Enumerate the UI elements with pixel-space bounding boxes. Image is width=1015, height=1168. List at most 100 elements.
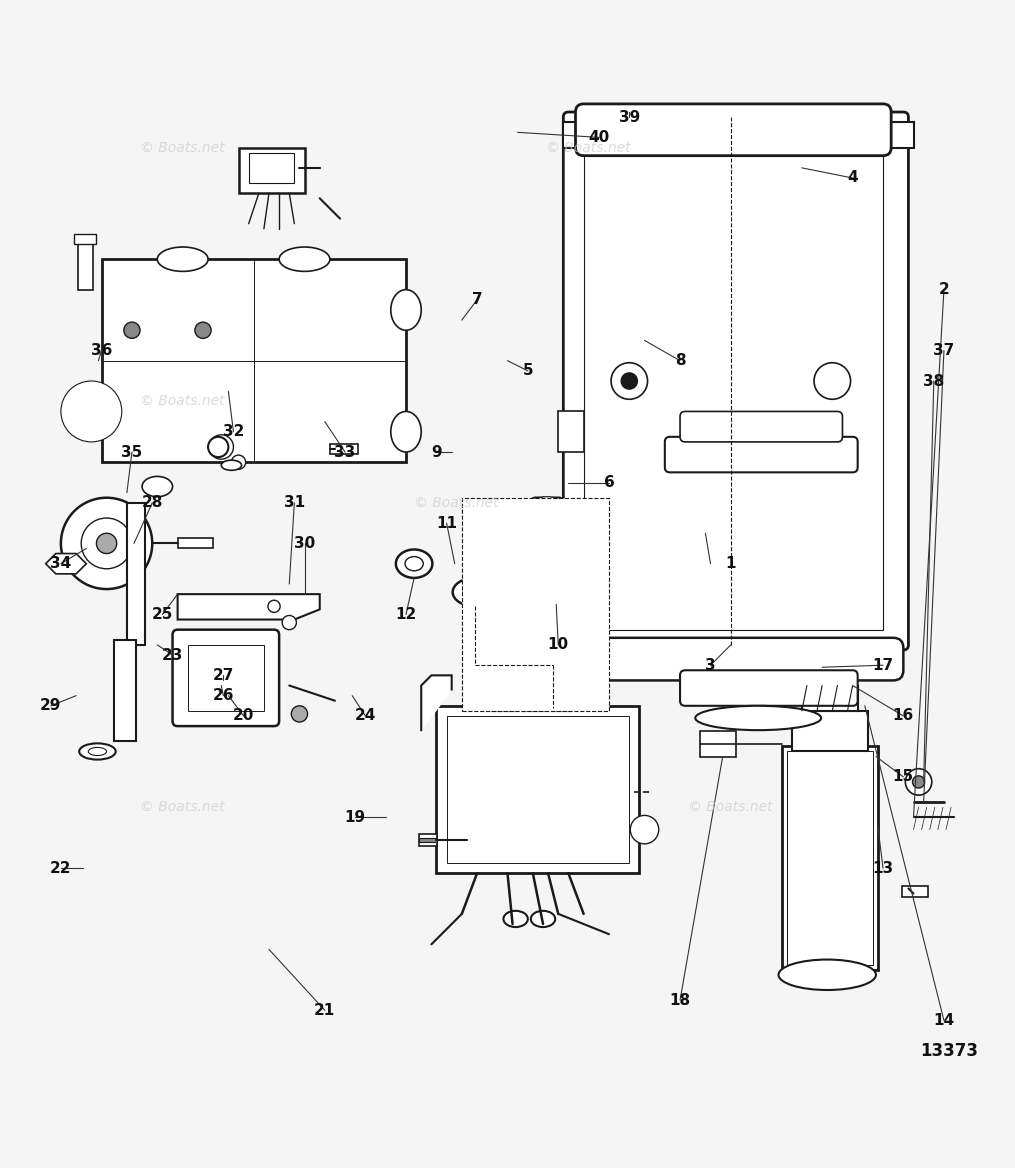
Text: © Boats.net: © Boats.net xyxy=(546,140,631,154)
Text: 23: 23 xyxy=(161,647,184,662)
Circle shape xyxy=(124,322,140,339)
Bar xyxy=(239,147,304,193)
Circle shape xyxy=(814,363,851,399)
Circle shape xyxy=(912,776,925,788)
Text: 5: 5 xyxy=(523,363,533,378)
Polygon shape xyxy=(421,675,452,731)
Text: 1: 1 xyxy=(726,556,736,571)
Ellipse shape xyxy=(503,911,528,927)
Bar xyxy=(902,887,928,897)
Bar xyxy=(700,731,736,757)
Ellipse shape xyxy=(157,246,208,271)
Bar xyxy=(419,837,437,842)
Text: 35: 35 xyxy=(122,445,142,459)
FancyBboxPatch shape xyxy=(680,670,858,705)
Circle shape xyxy=(96,534,117,554)
Ellipse shape xyxy=(453,578,497,606)
FancyBboxPatch shape xyxy=(599,638,903,681)
Bar xyxy=(782,746,878,969)
Bar xyxy=(584,142,883,630)
Text: 4: 4 xyxy=(848,171,858,186)
Text: 40: 40 xyxy=(589,130,609,145)
Bar xyxy=(178,538,213,549)
Ellipse shape xyxy=(531,911,555,927)
Ellipse shape xyxy=(463,585,487,599)
Text: 31: 31 xyxy=(284,495,304,510)
Circle shape xyxy=(282,616,296,630)
Bar xyxy=(78,239,93,290)
Bar xyxy=(523,670,545,711)
Bar xyxy=(787,751,873,965)
Ellipse shape xyxy=(79,743,116,759)
Bar xyxy=(127,502,145,645)
Bar xyxy=(330,444,358,454)
Bar xyxy=(188,645,264,711)
Ellipse shape xyxy=(391,411,421,452)
Circle shape xyxy=(61,381,122,442)
Text: 30: 30 xyxy=(294,536,315,551)
Circle shape xyxy=(208,437,228,457)
Text: © Boats.net: © Boats.net xyxy=(688,800,773,814)
Text: 2: 2 xyxy=(939,283,949,297)
Polygon shape xyxy=(178,595,320,619)
Text: 12: 12 xyxy=(396,607,416,621)
Circle shape xyxy=(209,434,233,459)
Bar xyxy=(462,498,609,711)
Text: 39: 39 xyxy=(619,110,639,125)
Ellipse shape xyxy=(279,246,330,271)
FancyBboxPatch shape xyxy=(665,437,858,472)
Ellipse shape xyxy=(534,496,560,509)
Circle shape xyxy=(611,363,648,399)
Text: 8: 8 xyxy=(675,353,685,368)
Ellipse shape xyxy=(779,960,876,990)
FancyBboxPatch shape xyxy=(173,630,279,726)
Text: 29: 29 xyxy=(40,698,62,714)
Text: 38: 38 xyxy=(924,374,944,389)
Bar xyxy=(114,640,136,742)
Text: 10: 10 xyxy=(548,638,568,653)
Text: 9: 9 xyxy=(431,445,442,459)
Circle shape xyxy=(81,519,132,569)
Ellipse shape xyxy=(142,477,173,496)
Text: © Boats.net: © Boats.net xyxy=(414,495,499,509)
Ellipse shape xyxy=(405,557,423,571)
Ellipse shape xyxy=(221,460,242,471)
FancyBboxPatch shape xyxy=(680,411,842,442)
Bar xyxy=(419,834,437,846)
Bar xyxy=(74,234,96,244)
Text: 37: 37 xyxy=(934,343,954,359)
Text: 34: 34 xyxy=(51,556,71,571)
Text: 36: 36 xyxy=(90,343,113,359)
Text: 25: 25 xyxy=(151,607,174,621)
Ellipse shape xyxy=(396,549,432,578)
Text: 22: 22 xyxy=(50,861,72,876)
Text: 16: 16 xyxy=(893,709,914,723)
Text: 26: 26 xyxy=(212,688,234,703)
Ellipse shape xyxy=(695,705,821,730)
Circle shape xyxy=(231,456,246,470)
Bar xyxy=(792,711,868,751)
Text: 6: 6 xyxy=(604,475,614,491)
Ellipse shape xyxy=(491,665,516,681)
Text: 20: 20 xyxy=(232,709,255,723)
Circle shape xyxy=(268,600,280,612)
Ellipse shape xyxy=(522,665,546,681)
FancyBboxPatch shape xyxy=(531,498,563,610)
Text: 3: 3 xyxy=(705,658,716,673)
Bar xyxy=(249,153,294,183)
Text: 11: 11 xyxy=(436,515,457,530)
Text: 15: 15 xyxy=(893,770,914,785)
Text: © Boats.net: © Boats.net xyxy=(140,395,225,409)
Circle shape xyxy=(291,705,308,722)
Bar xyxy=(563,123,914,147)
Text: 17: 17 xyxy=(873,658,893,673)
Bar xyxy=(553,675,571,711)
Bar xyxy=(102,259,406,463)
Circle shape xyxy=(630,815,659,843)
FancyBboxPatch shape xyxy=(576,104,891,155)
Text: © Boats.net: © Boats.net xyxy=(140,800,225,814)
Text: 21: 21 xyxy=(315,1003,335,1017)
Polygon shape xyxy=(46,554,86,573)
Circle shape xyxy=(61,498,152,589)
Bar xyxy=(802,686,858,711)
